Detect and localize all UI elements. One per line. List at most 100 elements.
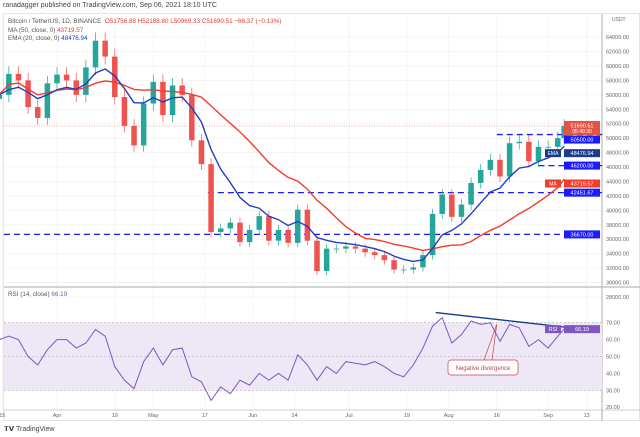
price-tick-label: 48000.00	[606, 151, 629, 157]
ma-side-tag-bg	[545, 179, 561, 188]
candle-body	[266, 216, 272, 241]
candle-body	[198, 140, 205, 165]
rsi-label: RSI (14, close)	[8, 291, 50, 298]
level-price-tag-bg	[564, 135, 600, 144]
ema-price-tag: 48476.94	[571, 151, 594, 157]
ma-legend[interactable]: MA (50, close, 0) 43719.57	[8, 27, 83, 34]
rsi-side-tag: RSI	[549, 327, 557, 333]
ema-legend[interactable]: EMA (20, close, 0) 48476.94	[8, 35, 87, 42]
price-tick-label: 42000.00	[606, 194, 629, 200]
time-tick-label: 16	[494, 413, 500, 419]
candle-body	[372, 252, 378, 256]
time-tick-label: 19	[404, 413, 410, 419]
level-price-tag-bg	[564, 161, 600, 170]
candle-body	[285, 229, 291, 243]
tradingview-logo[interactable]: 𝗧𝗩 TradingView	[4, 426, 55, 433]
ema-price-tag-bg	[564, 149, 600, 158]
rsi-tick-label: 40.00	[606, 371, 620, 377]
candle-body	[429, 213, 436, 256]
candle-body	[179, 85, 185, 95]
ma-price-tag-bg	[564, 179, 600, 188]
time-tick-label: 13	[584, 413, 590, 419]
rsi-price-tag: 66.19	[575, 327, 589, 333]
candle-body	[343, 246, 349, 249]
price-tick-label: 28000.00	[606, 295, 629, 301]
candle-body	[131, 125, 137, 146]
annotation-arrow	[491, 324, 498, 361]
candle-body	[449, 194, 455, 217]
symbol-legend: Bitcoin / TetherUS, 1D, BINANCE O51756.8…	[8, 18, 281, 25]
price-tick-label: 50000.00	[606, 136, 629, 142]
ma-line	[0, 80, 565, 252]
currency-label: USDT	[612, 17, 626, 23]
candle-body	[121, 97, 128, 126]
published-by: ranadagger published on TradingView.com,…	[3, 2, 217, 9]
candle-body	[0, 94, 2, 99]
candle-body	[140, 103, 147, 146]
ema-side-tag: EMA	[548, 151, 560, 157]
price-tick-label: 62000.00	[606, 50, 629, 56]
candle-body	[391, 260, 397, 270]
candle-body	[92, 40, 99, 68]
candle-body	[169, 85, 176, 116]
time-tick-label: 19	[112, 413, 118, 419]
candle-body	[256, 216, 262, 230]
ema-side-tag-bg	[545, 149, 561, 158]
level-price-tag: 46200.00	[571, 164, 594, 170]
ma-label: MA (50, close, 0)	[8, 27, 56, 34]
candle-body	[73, 80, 80, 95]
last-price-tag-bg	[564, 120, 600, 135]
candle-body	[237, 222, 243, 243]
candle-body	[83, 67, 89, 95]
ma-value: 43719.57	[57, 27, 84, 34]
time-tick-label: 14	[291, 413, 297, 419]
candle-body	[362, 248, 368, 253]
candle-body	[545, 146, 551, 148]
candle-body	[526, 141, 532, 162]
candle-body	[506, 143, 513, 177]
ma-side-tag: MA	[549, 182, 557, 188]
candle-body	[516, 141, 522, 144]
rsi-legend[interactable]: RSI (14, close) 66.19	[8, 291, 67, 298]
candle-body	[160, 81, 166, 116]
candle-body	[208, 164, 214, 233]
rsi-tick-label: 50.00	[606, 355, 620, 361]
rsi-line	[0, 316, 565, 402]
annotation-arrow	[483, 324, 498, 361]
candle-body	[227, 222, 234, 229]
level-price-tag: 42451.67	[571, 191, 594, 197]
candle-body	[420, 255, 426, 268]
candle-body	[150, 81, 157, 104]
rsi-side-tag-bg	[545, 325, 561, 334]
price-tick-label: 64000.00	[606, 35, 629, 41]
candle-body	[44, 83, 51, 118]
price-tick-label: 40000.00	[606, 208, 629, 214]
time-tick-label: Aug	[444, 413, 454, 419]
candle-body	[381, 255, 388, 261]
candle-body	[54, 74, 60, 84]
logo-text: TradingView	[16, 426, 55, 433]
level-price-tag-bg	[564, 230, 600, 239]
candles	[0, 32, 567, 276]
time-tick-label: 15	[0, 413, 5, 419]
candle-body	[275, 229, 282, 241]
price-tick-label: 30000.00	[606, 281, 629, 287]
candle-body	[295, 209, 301, 243]
time-tick-label: Jun	[248, 413, 257, 419]
rsi-price-tag-bg	[564, 325, 600, 334]
price-tick-label: 46000.00	[606, 165, 629, 171]
candle-body	[102, 40, 108, 57]
price-tick-label: 56000.00	[606, 93, 629, 99]
price-tick-label: 38000.00	[606, 223, 629, 229]
rsi-tick-label: 70.00	[606, 321, 620, 327]
ema-value: 48476.94	[61, 35, 88, 42]
candle-body	[487, 159, 494, 170]
rsi-tick-label: 30.00	[606, 388, 620, 394]
candle-body	[439, 194, 445, 214]
candle-body	[333, 248, 340, 250]
rsi-band	[4, 322, 602, 391]
candle-body	[25, 80, 31, 108]
candle-body	[189, 94, 195, 141]
ma-price-tag: 43719.57	[571, 182, 594, 188]
